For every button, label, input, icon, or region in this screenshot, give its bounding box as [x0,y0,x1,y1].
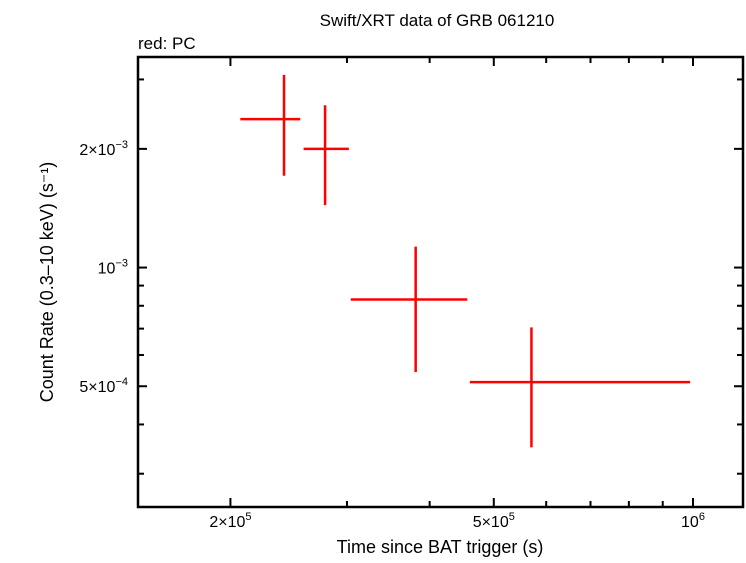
chart-subtitle: red: PC [138,34,196,53]
chart-title: Swift/XRT data of GRB 061210 [320,11,555,30]
x-axis-label: Time since BAT trigger (s) [337,537,544,557]
x-tick-label: 5×105 [473,511,515,531]
y-tick-label: 2×10−3 [79,139,128,159]
y-tick-label: 10−3 [98,258,128,278]
y-tick-label: 5×10−4 [79,376,128,396]
x-tick-label: 106 [681,511,705,531]
y-axis-label: Count Rate (0.3–10 keV) (s⁻¹) [37,162,57,403]
plot-frame [136,55,745,509]
x-tick-label: 2×105 [209,511,251,531]
